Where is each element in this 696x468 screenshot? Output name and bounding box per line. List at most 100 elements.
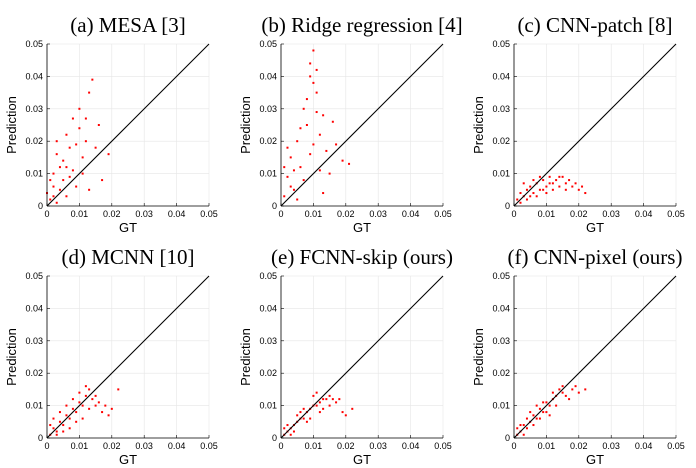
data-point [535,195,538,198]
chart-title: (b) Ridge regression [4] [261,13,462,37]
data-point [312,81,315,84]
data-point [564,394,567,397]
chart-title: (c) CNN-patch [8] [517,13,672,37]
data-point [52,172,55,175]
data-point [338,398,341,401]
data-point [322,114,325,117]
y-axis-label: Prediction [238,96,253,154]
reference-line [513,43,677,207]
x-tick-label: 0.02 [103,441,121,451]
data-point [558,388,561,391]
chart-panel-6: (f) CNN-pixel (ours) 00 0.01 0.01 0.02 0.02 0.… [471,245,685,467]
x-axis-label: GT [586,452,604,467]
y-tick-label: 0.02 [259,368,277,378]
data-point [71,117,74,120]
data-point [548,414,551,417]
data-point [545,185,548,188]
x-tick-label: 0.02 [337,441,355,451]
reference-line [280,43,444,207]
data-point [49,179,52,182]
y-tick-label: 0 [272,201,277,211]
data-point [97,401,100,404]
reference-line [513,275,677,439]
chart-panel-2: (b) Ridge regression [4] 00 0.01 0.01 0.02 0.… [238,13,463,235]
data-point [564,188,567,191]
data-point [532,179,535,182]
y-tick-label: 0.02 [259,136,277,146]
data-point [296,414,299,417]
y-tick-label: 0.02 [25,368,43,378]
data-point [68,417,71,420]
data-point [65,166,68,169]
y-tick-label: 0.05 [492,271,510,281]
data-point [328,394,331,397]
data-point [331,120,334,123]
reference-line [46,43,210,207]
data-point [584,192,587,195]
y-tick-label: 0.01 [259,401,277,411]
y-tick-label: 0 [272,433,277,443]
y-tick-label: 0.04 [259,303,277,313]
chart-panel-5: (e) FCNN-skip (ours) 00 0.01 0.01 0.02 0.02 0.… [238,245,453,467]
y-tick-label: 0.05 [259,271,277,281]
data-point [581,185,584,188]
data-point [571,388,574,391]
y-tick-label: 0.01 [259,169,277,179]
x-tick-label: 0.01 [71,209,89,219]
data-point [62,179,65,182]
data-point [62,430,65,433]
y-tick-label: 0.03 [492,104,510,114]
reference-line [46,275,210,439]
chart-title: (e) FCNN-skip (ours) [271,245,453,269]
x-tick-label: 0.03 [369,209,387,219]
x-tick-label: 0 [511,209,516,219]
y-tick-label: 0.01 [492,401,510,411]
scatter-points [283,49,351,201]
x-tick-label: 0.04 [635,441,653,451]
data-point [302,407,305,410]
y-tick-label: 0 [38,433,43,443]
data-point [75,185,78,188]
data-point [65,133,68,136]
x-tick-label: 0.02 [337,209,355,219]
data-point [341,159,344,162]
x-tick-label: 0.03 [135,441,153,451]
scatter-points [283,391,354,436]
data-point [305,420,308,423]
data-point [52,185,55,188]
data-point [335,401,338,404]
data-point [65,195,68,198]
data-point [299,166,302,169]
data-point [519,201,522,204]
data-point [309,417,312,420]
data-point [283,166,286,169]
y-axis-label: Prediction [471,328,486,386]
y-tick-label: 0.01 [492,169,510,179]
data-point [286,175,289,178]
data-point [296,140,299,143]
data-point [296,198,299,201]
data-point [538,188,541,191]
data-point [55,140,58,143]
data-point [538,407,541,410]
data-point [551,182,554,185]
y-tick-label: 0 [38,201,43,211]
data-point [55,433,58,436]
data-point [68,175,71,178]
y-tick-label: 0.03 [259,104,277,114]
data-point [52,195,55,198]
data-point [574,385,577,388]
data-point [535,404,538,407]
x-tick-label: 0.01 [538,209,556,219]
data-point [351,407,354,410]
data-point [542,401,545,404]
data-point [555,404,558,407]
data-point [309,153,312,156]
data-point [315,111,318,114]
y-tick-label: 0.03 [492,336,510,346]
data-point [49,198,52,201]
data-point [292,169,295,172]
data-point [81,417,84,420]
x-axis-label: GT [119,220,137,235]
